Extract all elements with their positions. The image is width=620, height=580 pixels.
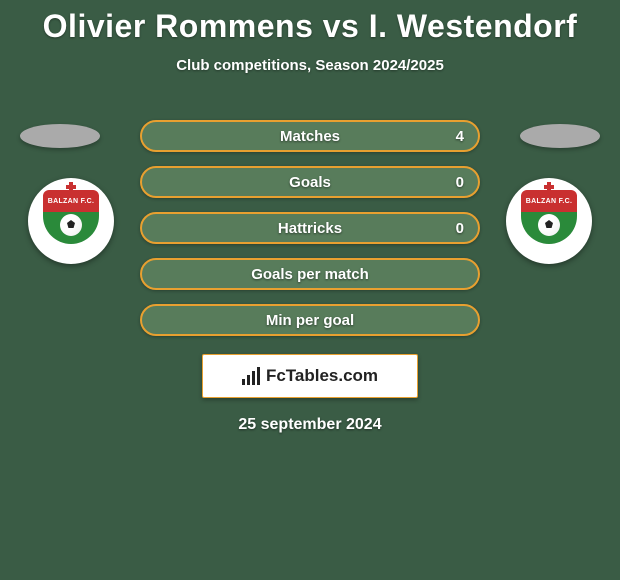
shield-icon: BALZAN F.C. [43,190,99,252]
chart-icon [242,367,260,385]
stats-container: Matches 4 Goals 0 Hattricks 0 Goals per … [140,120,480,336]
page-subtitle: Club competitions, Season 2024/2025 [0,57,620,74]
stat-value-right: 0 [456,174,464,191]
player-silhouette-left [20,124,100,148]
shield-icon: BALZAN F.C. [521,190,577,252]
stat-row: Hattricks 0 [140,212,480,244]
stat-value-right: 4 [456,128,464,145]
footer-date: 25 september 2024 [0,416,620,434]
branding-label: FcTables.com [242,366,378,386]
player-silhouette-right [520,124,600,148]
stat-label: Hattricks [278,220,342,237]
stat-row: Matches 4 [140,120,480,152]
club-name-right: BALZAN F.C. [526,198,572,205]
stat-value-right: 0 [456,220,464,237]
stat-label: Goals [289,174,331,191]
branding-box: FcTables.com [202,354,418,398]
stat-row: Min per goal [140,304,480,336]
page-title: Olivier Rommens vs I. Westendorf [0,0,620,45]
stat-label: Min per goal [266,312,354,329]
branding-text: FcTables.com [266,366,378,386]
stat-label: Goals per match [251,266,369,283]
stat-row: Goals per match [140,258,480,290]
stat-label: Matches [280,128,340,145]
stat-row: Goals 0 [140,166,480,198]
club-logo-right: BALZAN F.C. [506,178,592,264]
club-name-left: BALZAN F.C. [48,198,94,205]
club-logo-left: BALZAN F.C. [28,178,114,264]
